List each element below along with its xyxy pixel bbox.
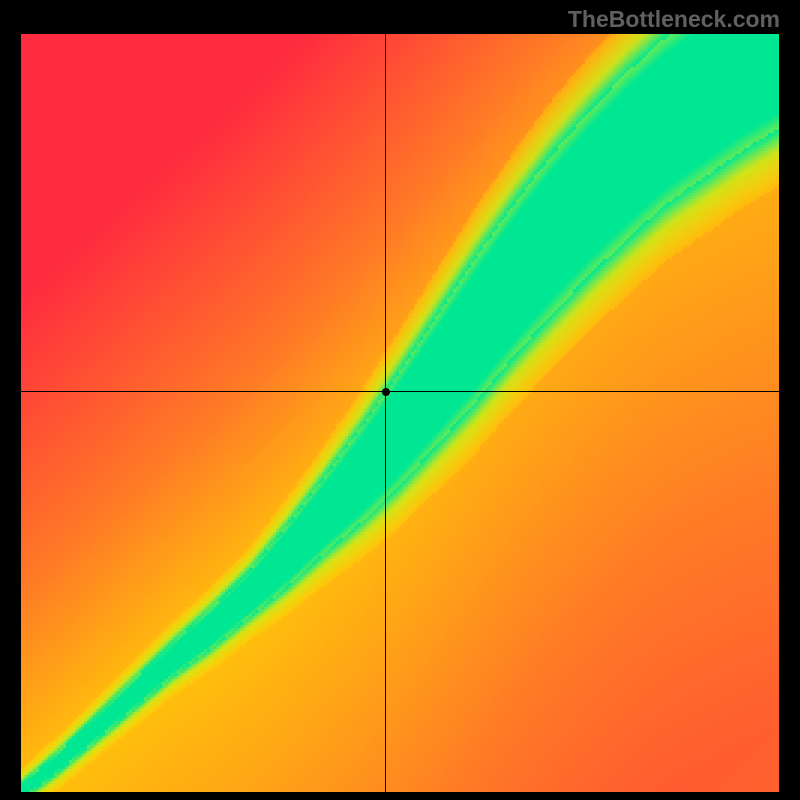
heatmap-plot: [21, 34, 779, 792]
crosshair-horizontal: [21, 391, 779, 392]
watermark-text: TheBottleneck.com: [568, 6, 780, 33]
marker-dot: [382, 388, 390, 396]
crosshair-vertical: [385, 34, 386, 792]
heatmap-canvas: [21, 34, 779, 792]
